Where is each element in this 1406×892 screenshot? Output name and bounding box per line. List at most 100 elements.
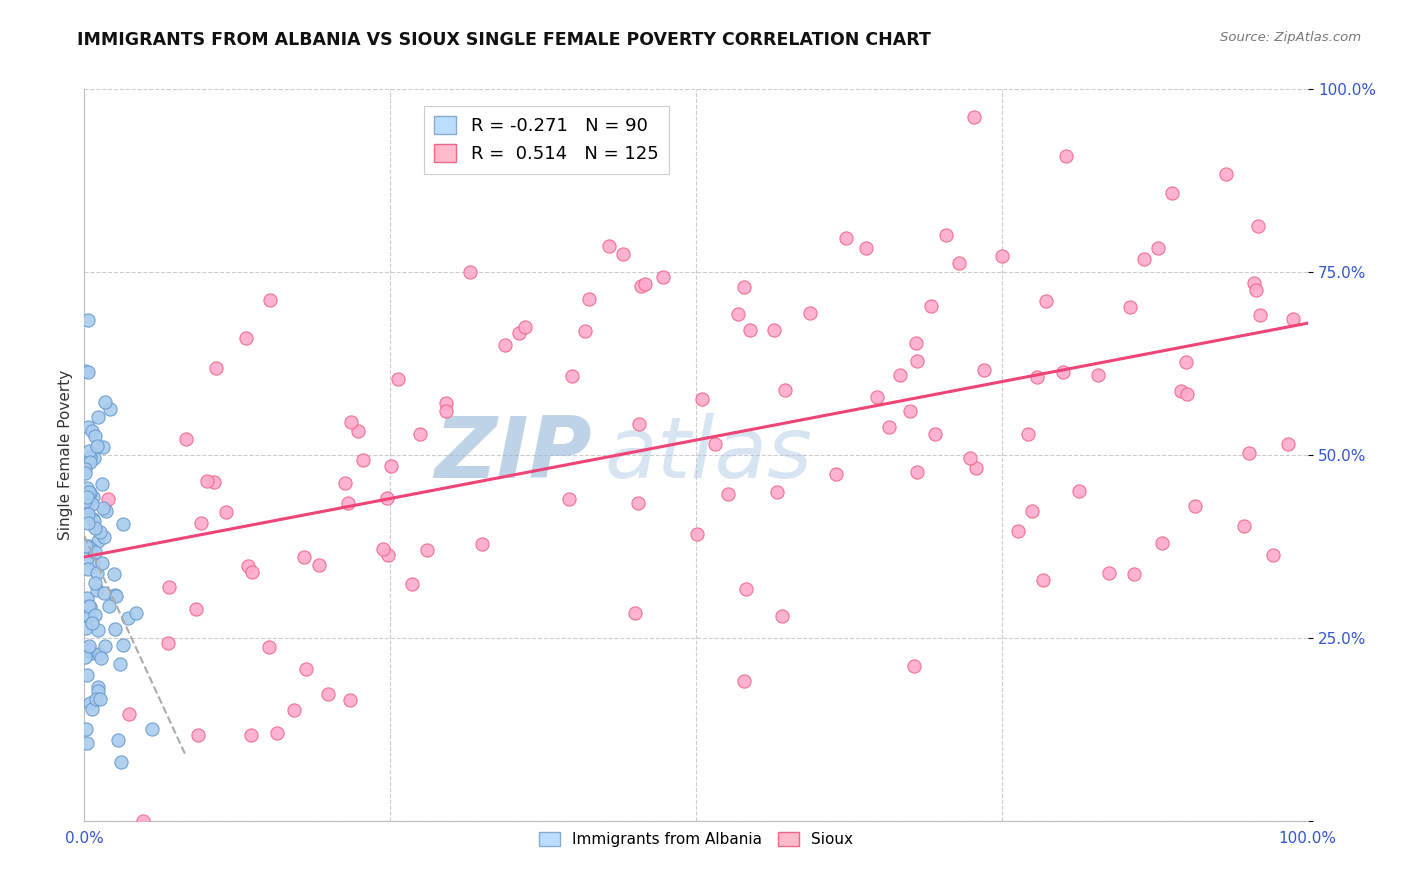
Point: [84, 429, 107, 443]
Point: [77, 599, 100, 613]
Point: [76, 600, 98, 615]
Point: [156, 636, 179, 650]
Point: [1261, 548, 1284, 562]
Point: [283, 703, 305, 717]
Point: [1025, 370, 1047, 384]
Point: [76, 500, 98, 515]
Point: [308, 558, 330, 572]
Point: [1249, 309, 1271, 323]
Point: [598, 238, 620, 252]
Point: [76, 490, 98, 504]
Point: [377, 548, 399, 562]
Point: [561, 368, 583, 383]
Point: [94, 394, 117, 409]
Point: [1032, 573, 1054, 587]
Text: Source: ZipAtlas.com: Source: ZipAtlas.com: [1220, 31, 1361, 45]
Point: [295, 662, 318, 676]
Point: [1133, 252, 1156, 266]
Point: [316, 687, 339, 701]
Point: [612, 246, 634, 260]
Point: [959, 450, 981, 465]
Point: [77, 639, 100, 653]
Point: [75, 607, 97, 622]
Point: [471, 537, 494, 551]
Point: [770, 609, 793, 624]
Point: [1035, 293, 1057, 308]
Text: ZIP: ZIP: [434, 413, 592, 497]
Text: atlas: atlas: [605, 413, 813, 497]
Point: [835, 230, 858, 244]
Point: [76, 736, 98, 750]
Point: [240, 729, 263, 743]
Point: [112, 517, 135, 532]
Point: [76, 591, 98, 605]
Point: [77, 643, 100, 657]
Point: [578, 293, 600, 307]
Point: [75, 722, 97, 736]
Point: [1160, 186, 1182, 201]
Point: [690, 392, 713, 406]
Point: [80, 497, 103, 511]
Point: [775, 383, 797, 397]
Point: [1098, 566, 1121, 581]
Point: [434, 396, 457, 410]
Point: [80, 424, 103, 438]
Point: [86, 582, 108, 597]
Point: [77, 609, 100, 624]
Point: [380, 459, 402, 474]
Point: [205, 361, 228, 376]
Point: [889, 368, 911, 382]
Point: [652, 270, 675, 285]
Point: [766, 484, 789, 499]
Point: [80, 542, 103, 557]
Point: [242, 565, 264, 579]
Point: [336, 496, 359, 510]
Point: [1215, 167, 1237, 181]
Point: [184, 602, 207, 616]
Point: [77, 539, 100, 553]
Point: [401, 576, 423, 591]
Point: [215, 506, 238, 520]
Point: [494, 337, 516, 351]
Point: [98, 402, 121, 417]
Point: [734, 582, 756, 596]
Point: [75, 539, 97, 553]
Point: [108, 657, 131, 672]
Point: [1243, 276, 1265, 290]
Point: [415, 543, 437, 558]
Point: [84, 691, 107, 706]
Text: IMMIGRANTS FROM ALBANIA VS SIOUX SINGLE FEMALE POVERTY CORRELATION CHART: IMMIGRANTS FROM ALBANIA VS SIOUX SINGLE …: [77, 31, 931, 49]
Point: [866, 390, 889, 404]
Point: [87, 680, 110, 694]
Point: [93, 585, 115, 599]
Point: [87, 533, 110, 548]
Point: [90, 651, 112, 665]
Y-axis label: Single Female Poverty: Single Female Poverty: [58, 370, 73, 540]
Point: [352, 452, 374, 467]
Point: [375, 491, 398, 505]
Point: [727, 307, 749, 321]
Point: [1175, 355, 1198, 369]
Point: [76, 419, 98, 434]
Point: [924, 426, 946, 441]
Point: [935, 227, 957, 242]
Point: [259, 293, 281, 308]
Point: [79, 486, 101, 500]
Point: [259, 640, 281, 654]
Point: [75, 364, 97, 378]
Point: [82, 490, 104, 504]
Point: [117, 611, 139, 625]
Point: [93, 530, 115, 544]
Point: [87, 647, 110, 661]
Point: [1233, 519, 1256, 533]
Point: [235, 331, 257, 345]
Point: [77, 507, 100, 521]
Point: [1087, 368, 1109, 383]
Point: [340, 415, 363, 429]
Point: [111, 638, 134, 652]
Point: [905, 465, 928, 479]
Point: [75, 649, 97, 664]
Point: [236, 559, 259, 574]
Point: [733, 674, 755, 689]
Point: [1282, 311, 1305, 326]
